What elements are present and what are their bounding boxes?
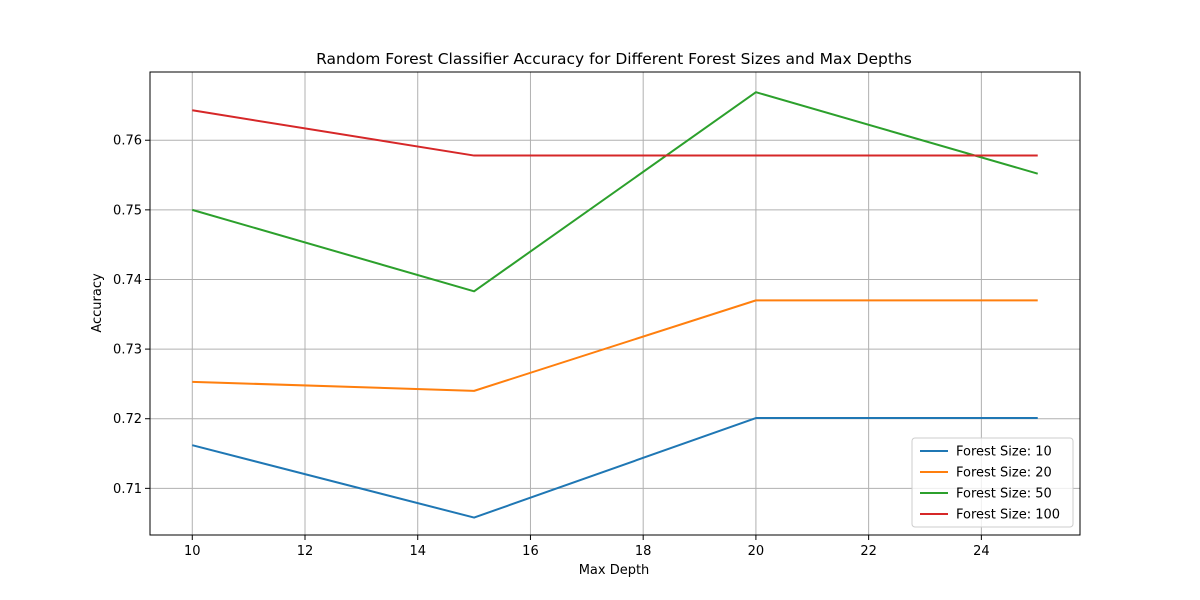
x-tick-label: 10	[184, 544, 201, 559]
legend-entry-label: Forest Size: 100	[956, 508, 1060, 523]
y-tick-label: 0.73	[113, 343, 142, 358]
legend-entry-label: Forest Size: 10	[956, 445, 1052, 460]
x-axis-label: Max Depth	[579, 563, 650, 578]
x-tick-label: 20	[748, 544, 765, 559]
y-tick-label: 0.72	[113, 412, 142, 427]
y-tick-label: 0.76	[113, 134, 142, 149]
y-tick-label: 0.74	[113, 273, 142, 288]
series-line-2	[191, 91, 1039, 293]
x-tick-label: 14	[409, 544, 426, 559]
legend: Forest Size: 10 Forest Size: 20 Forest Siz…	[911, 437, 1074, 528]
x-axis-ticks: 10 12 14 16 18 20 22 24	[184, 535, 990, 559]
series-line-1	[192, 299, 1038, 392]
plot-frame	[149, 71, 1081, 536]
x-tick-label: 16	[522, 544, 539, 559]
x-tick-label: 18	[635, 544, 652, 559]
y-tick-label: 0.75	[113, 203, 142, 218]
x-tick-label: 24	[973, 544, 990, 559]
y-axis-ticks: 0.71 0.72 0.73 0.74 0.75 0.76	[113, 134, 150, 497]
legend-entry-label: Forest Size: 20	[956, 466, 1052, 481]
series-line-0	[192, 417, 1038, 519]
chart-title: Random Forest Classifier Accuracy for Di…	[316, 50, 912, 68]
legend-box	[911, 437, 1074, 528]
y-tick-label: 0.71	[113, 482, 142, 497]
series-line-3	[192, 109, 1038, 157]
legend-entry-label: Forest Size: 50	[956, 487, 1052, 502]
x-tick-label: 12	[297, 544, 314, 559]
x-tick-label: 22	[860, 544, 877, 559]
y-axis-label: Accuracy	[90, 273, 105, 333]
series-lines	[191, 91, 1039, 519]
